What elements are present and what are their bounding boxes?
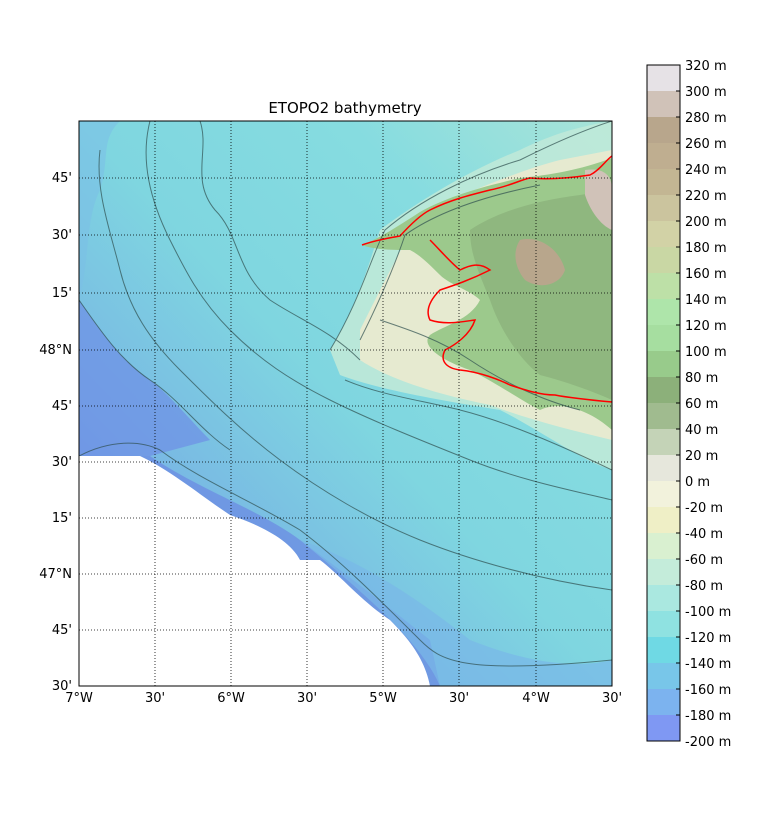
colorbar-segment xyxy=(647,429,680,456)
colorbar-label: 300 m xyxy=(685,85,727,100)
colorbar-segment xyxy=(647,65,680,92)
map-title: ETOPO2 bathymetry xyxy=(268,99,421,117)
colorbar-label: 280 m xyxy=(685,111,727,126)
lon-tick-label: 30' xyxy=(297,691,317,706)
lon-tick-labels: 7°W 30' 6°W 30' 5°W 30' 4°W 30' xyxy=(65,691,622,706)
colorbar-segment xyxy=(647,403,680,430)
coastline xyxy=(361,155,612,403)
colorbar-label: 80 m xyxy=(685,371,718,386)
colorbar-segment xyxy=(647,533,680,560)
colorbar-label: 320 m xyxy=(685,59,727,74)
lon-tick-label: 5°W xyxy=(369,691,397,706)
colorbar-segment xyxy=(647,299,680,326)
colorbar-label: 60 m xyxy=(685,397,718,412)
colorbar-label: -100 m xyxy=(685,605,731,620)
colorbar-label: -160 m xyxy=(685,683,731,698)
colorbar-segment xyxy=(647,559,680,586)
colorbar-label: 260 m xyxy=(685,137,727,152)
colorbar-segment xyxy=(647,195,680,222)
lon-tick-label: 30' xyxy=(145,691,165,706)
lat-tick-label: 48°N xyxy=(39,343,72,358)
colorbar-segment xyxy=(647,221,680,248)
deep-water-band xyxy=(300,540,612,686)
colorbar-label: -140 m xyxy=(685,657,731,672)
lat-tick-label: 30' xyxy=(52,679,72,694)
colorbar-label: 20 m xyxy=(685,449,718,464)
colorbar-label: 220 m xyxy=(685,189,727,204)
colorbar-segment xyxy=(647,273,680,300)
colorbar-segment xyxy=(647,689,680,716)
colorbar-segment xyxy=(647,663,680,690)
colorbar-label: 100 m xyxy=(685,345,727,360)
lon-tick-label: 4°W xyxy=(522,691,550,706)
colorbar-label: -20 m xyxy=(685,501,723,516)
land-summit xyxy=(515,239,565,286)
lon-tick-label: 30' xyxy=(449,691,469,706)
gridlines xyxy=(79,121,612,686)
colorbar-label: -80 m xyxy=(685,579,723,594)
colorbar-label: 160 m xyxy=(685,267,727,282)
colorbar-label: 240 m xyxy=(685,163,727,178)
lon-tick-label: 7°W xyxy=(65,691,93,706)
contour-lines xyxy=(79,121,612,667)
colorbar-segment xyxy=(647,377,680,404)
colorbar-segment xyxy=(647,585,680,612)
lat-tick-label: 15' xyxy=(52,286,72,301)
colorbar-segment xyxy=(647,247,680,274)
lon-tick-label: 30' xyxy=(602,691,622,706)
colorbar-segment xyxy=(647,117,680,144)
colorbar-label: 180 m xyxy=(685,241,727,256)
colorbar-segment xyxy=(647,637,680,664)
colorbar-label: -180 m xyxy=(685,709,731,724)
land-summit xyxy=(585,169,612,230)
lat-tick-label: 45' xyxy=(52,399,72,414)
deep-water-band xyxy=(79,121,120,300)
colorbar-segment xyxy=(647,351,680,378)
colorbar-label: 200 m xyxy=(685,215,727,230)
lat-tick-label: 30' xyxy=(52,455,72,470)
colorbar-label: -40 m xyxy=(685,527,723,542)
no-data-region xyxy=(79,456,430,686)
lat-tick-label: 45' xyxy=(52,171,72,186)
colorbar-segment xyxy=(647,143,680,170)
deep-water-band xyxy=(79,300,210,456)
land-highlands xyxy=(470,190,612,400)
colorbar-label: 0 m xyxy=(685,475,710,490)
colorbar-segment xyxy=(647,715,680,742)
lon-tick-label: 6°W xyxy=(217,691,245,706)
lat-tick-label: 45' xyxy=(52,623,72,638)
lat-tick-label: 30' xyxy=(52,228,72,243)
colorbar: 320 m 300 m 280 m 260 m 240 m 220 m 200 m 180 m… xyxy=(646,59,731,750)
colorbar-segment xyxy=(647,611,680,638)
map-frame xyxy=(78,120,613,687)
colorbar-label: -200 m xyxy=(685,735,731,750)
colorbar-segment xyxy=(647,507,680,534)
lat-tick-label: 47°N xyxy=(39,567,72,582)
colorbar-segment xyxy=(647,481,680,508)
colorbar-segment xyxy=(647,169,680,196)
colorbar-label: -60 m xyxy=(685,553,723,568)
colorbar-label: 120 m xyxy=(685,319,727,334)
colorbar-segment xyxy=(647,455,680,482)
colorbar-label: 140 m xyxy=(685,293,727,308)
colorbar-label: 40 m xyxy=(685,423,718,438)
colorbar-segment xyxy=(647,325,680,352)
colorbar-segment xyxy=(647,91,680,118)
lat-tick-label: 15' xyxy=(52,511,72,526)
colorbar-label: -120 m xyxy=(685,631,731,646)
lat-tick-labels: 30' 45' 47°N 15' 30' 45' 48°N 15' 30' 45… xyxy=(39,171,72,694)
